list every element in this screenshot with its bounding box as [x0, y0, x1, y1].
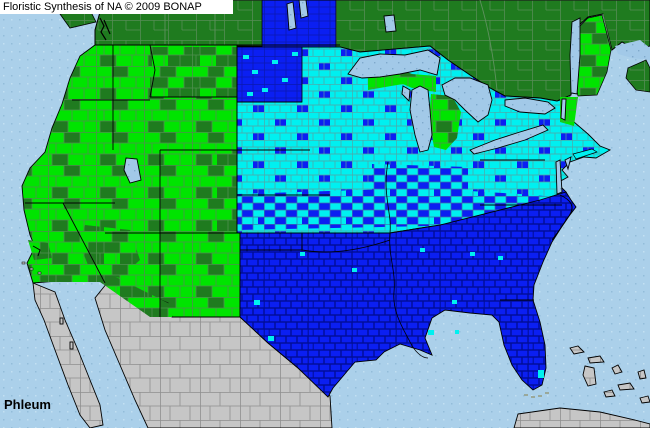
south-exotic-zone	[239, 191, 577, 398]
puget-sound	[99, 17, 111, 41]
green-bay	[401, 85, 411, 102]
lake-superior	[347, 49, 441, 79]
caribbean-islands	[513, 345, 650, 428]
st-lawrence-estuary	[569, 17, 581, 95]
florida-keys	[524, 392, 549, 398]
long-island	[572, 148, 598, 160]
san-francisco-bay	[32, 245, 41, 257]
lake-nipigon	[383, 14, 397, 33]
manitoba-region	[261, 0, 337, 48]
map-title: Floristic Synthesis of NA © 2009 BONAP	[3, 1, 202, 13]
lake-winnipeg	[286, 1, 297, 31]
nova-scotia	[625, 59, 650, 93]
michigan-mitten-green	[429, 94, 461, 150]
lake-erie	[469, 124, 549, 155]
channel-islands	[21, 261, 42, 275]
great-salt-lake	[123, 157, 142, 184]
mixed-ohio-valley-bump	[372, 164, 468, 194]
andros-island	[582, 365, 597, 387]
mississippi-river	[385, 161, 429, 359]
scattered-cyan-counties-nd	[243, 52, 298, 96]
state-borders	[25, 44, 562, 317]
lake-ontario	[504, 97, 556, 115]
chesapeake-bay	[555, 159, 563, 195]
miami-dade-cyan	[538, 370, 544, 378]
map-title-bar: Floristic Synthesis of NA © 2009 BONAP	[0, 0, 233, 14]
baja-california	[32, 282, 104, 428]
lake-winnipegosis	[298, 0, 309, 19]
lake-michigan	[409, 85, 433, 153]
cape-hatteras-outline	[551, 194, 573, 241]
delaware-bay	[564, 156, 572, 171]
great-lakes	[123, 0, 581, 195]
scattered-cyan-counties-south	[254, 248, 544, 378]
lake-huron	[441, 77, 493, 123]
cuba	[513, 407, 650, 428]
species-name-label: Phleum	[4, 397, 51, 412]
lake-champlain	[560, 98, 567, 121]
gulf-of-st-lawrence	[615, 40, 650, 60]
